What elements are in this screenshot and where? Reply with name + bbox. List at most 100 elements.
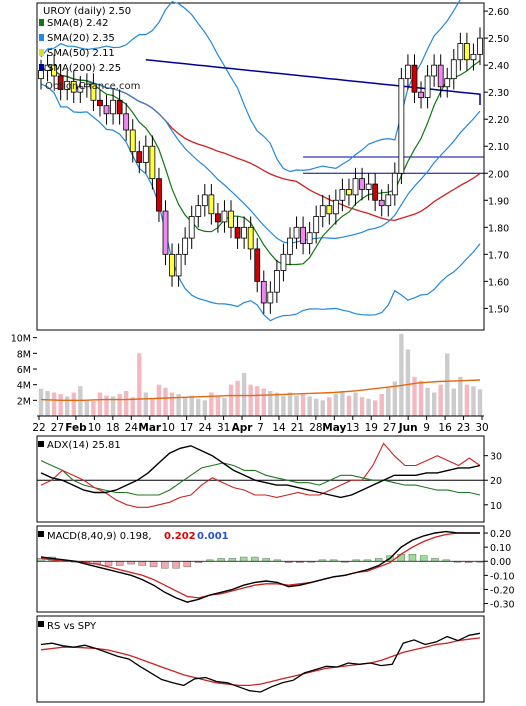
volume-bar xyxy=(451,388,456,416)
price-ytick-label: 2.10 xyxy=(488,142,509,153)
xtick-label: 7 xyxy=(257,422,264,434)
volume-bar xyxy=(386,387,391,416)
candle-body xyxy=(221,210,228,223)
adx-ytick-label: 30 xyxy=(490,452,502,463)
macd-histogram-bar xyxy=(228,558,237,562)
macd-histogram-bar xyxy=(431,558,439,562)
candle-body xyxy=(457,43,464,61)
candle-body xyxy=(391,172,398,196)
watermark: OptionChance.com xyxy=(45,81,140,92)
candle-body xyxy=(260,280,267,304)
xtick-label: 21 xyxy=(291,422,304,434)
candle-body xyxy=(437,64,444,88)
legend-entry: SMA(8) 2.42 xyxy=(47,18,108,29)
volume-bar xyxy=(58,394,63,416)
candle-body xyxy=(97,99,103,107)
volume-bar xyxy=(458,376,463,416)
volume-bar xyxy=(431,392,437,416)
legend-swatch xyxy=(39,64,44,71)
volume-bar xyxy=(71,392,76,416)
candle-body xyxy=(267,291,274,304)
price-ytick-label: 2.50 xyxy=(488,34,509,45)
candle-body xyxy=(123,113,130,131)
candle-body xyxy=(228,210,234,228)
volume-bar xyxy=(327,397,332,416)
candle-body xyxy=(195,205,202,217)
volume-bar xyxy=(176,394,181,416)
sma8-line xyxy=(40,60,481,266)
bollinger-lower xyxy=(40,83,481,322)
volume-bar xyxy=(445,353,450,416)
volume-bar xyxy=(51,392,57,416)
candle-body xyxy=(51,64,58,77)
volume-bar xyxy=(372,400,378,416)
xtick-label: 14 xyxy=(272,422,286,434)
volume-bar xyxy=(425,387,430,416)
volume-bar xyxy=(471,386,476,416)
candle-body xyxy=(116,99,123,115)
candle-body xyxy=(411,64,418,93)
macd-ytick-label: -0.20 xyxy=(490,585,515,596)
xtick-label: 9 xyxy=(423,422,430,434)
adx-panel-frame xyxy=(36,435,485,523)
volume-bar xyxy=(137,353,142,416)
volume-bar xyxy=(169,392,175,416)
xtick-label: 10 xyxy=(162,422,175,434)
candle-body xyxy=(208,194,215,215)
volume-bar xyxy=(241,372,247,416)
sma200-line xyxy=(145,59,481,105)
volume-bar xyxy=(300,394,306,416)
candle-body xyxy=(450,59,457,80)
xtick-label: 28 xyxy=(309,422,322,434)
macd-histogram-bar xyxy=(138,561,147,566)
volume-bar xyxy=(418,380,424,416)
minus-di-line xyxy=(40,442,481,508)
candle-body xyxy=(129,129,136,153)
rs-line xyxy=(40,632,481,693)
macd-histogram-bar xyxy=(239,556,248,562)
macd-histogram-bar xyxy=(217,558,225,562)
volume-average xyxy=(40,379,481,401)
rs-swatch xyxy=(38,621,44,627)
volume-bar xyxy=(163,387,168,416)
candle-body xyxy=(38,70,44,80)
volume-bar xyxy=(143,392,149,416)
candle-body xyxy=(162,210,169,255)
candle-body xyxy=(418,91,424,98)
xtick-label: 31 xyxy=(217,422,230,434)
xtick-label: 22 xyxy=(32,422,45,434)
candle-body xyxy=(57,75,64,90)
price-ytick-label: 1.50 xyxy=(488,304,509,315)
volume-bar xyxy=(294,395,299,416)
candle-body xyxy=(378,199,385,207)
adx-label: ADX(14) 25.81 xyxy=(47,440,121,451)
volume-ytick-label: 6M xyxy=(17,365,31,376)
candle-body xyxy=(385,194,392,207)
volume-bar xyxy=(45,390,50,416)
macd-histogram-bar xyxy=(104,561,113,566)
candle-body xyxy=(156,178,162,212)
volume-bar xyxy=(38,388,44,416)
candle-body xyxy=(359,178,365,190)
xtick-label: 27 xyxy=(51,422,64,434)
volume-bar xyxy=(123,390,129,416)
volume-bar xyxy=(412,376,417,416)
macd-histogram-bar xyxy=(408,553,417,562)
volume-bar xyxy=(320,400,325,416)
price-ytick-label: 1.70 xyxy=(488,250,509,261)
candle-body xyxy=(83,83,90,88)
candle-body xyxy=(247,226,254,250)
volume-bar xyxy=(464,384,470,416)
volume-bar xyxy=(287,392,293,416)
price-ytick-label: 2.40 xyxy=(488,61,509,72)
macd-histogram-bar xyxy=(149,561,158,568)
candle-body xyxy=(241,226,248,239)
volume-bar xyxy=(281,395,286,416)
price-ytick-label: 2.30 xyxy=(488,88,509,99)
macd-histogram-bar xyxy=(251,556,259,562)
candle-body xyxy=(273,270,280,293)
volume-bar xyxy=(78,386,83,416)
macd-hist-value: 0.001 xyxy=(197,531,229,542)
candle-body xyxy=(110,99,116,115)
xtick-label: 27 xyxy=(383,422,396,434)
